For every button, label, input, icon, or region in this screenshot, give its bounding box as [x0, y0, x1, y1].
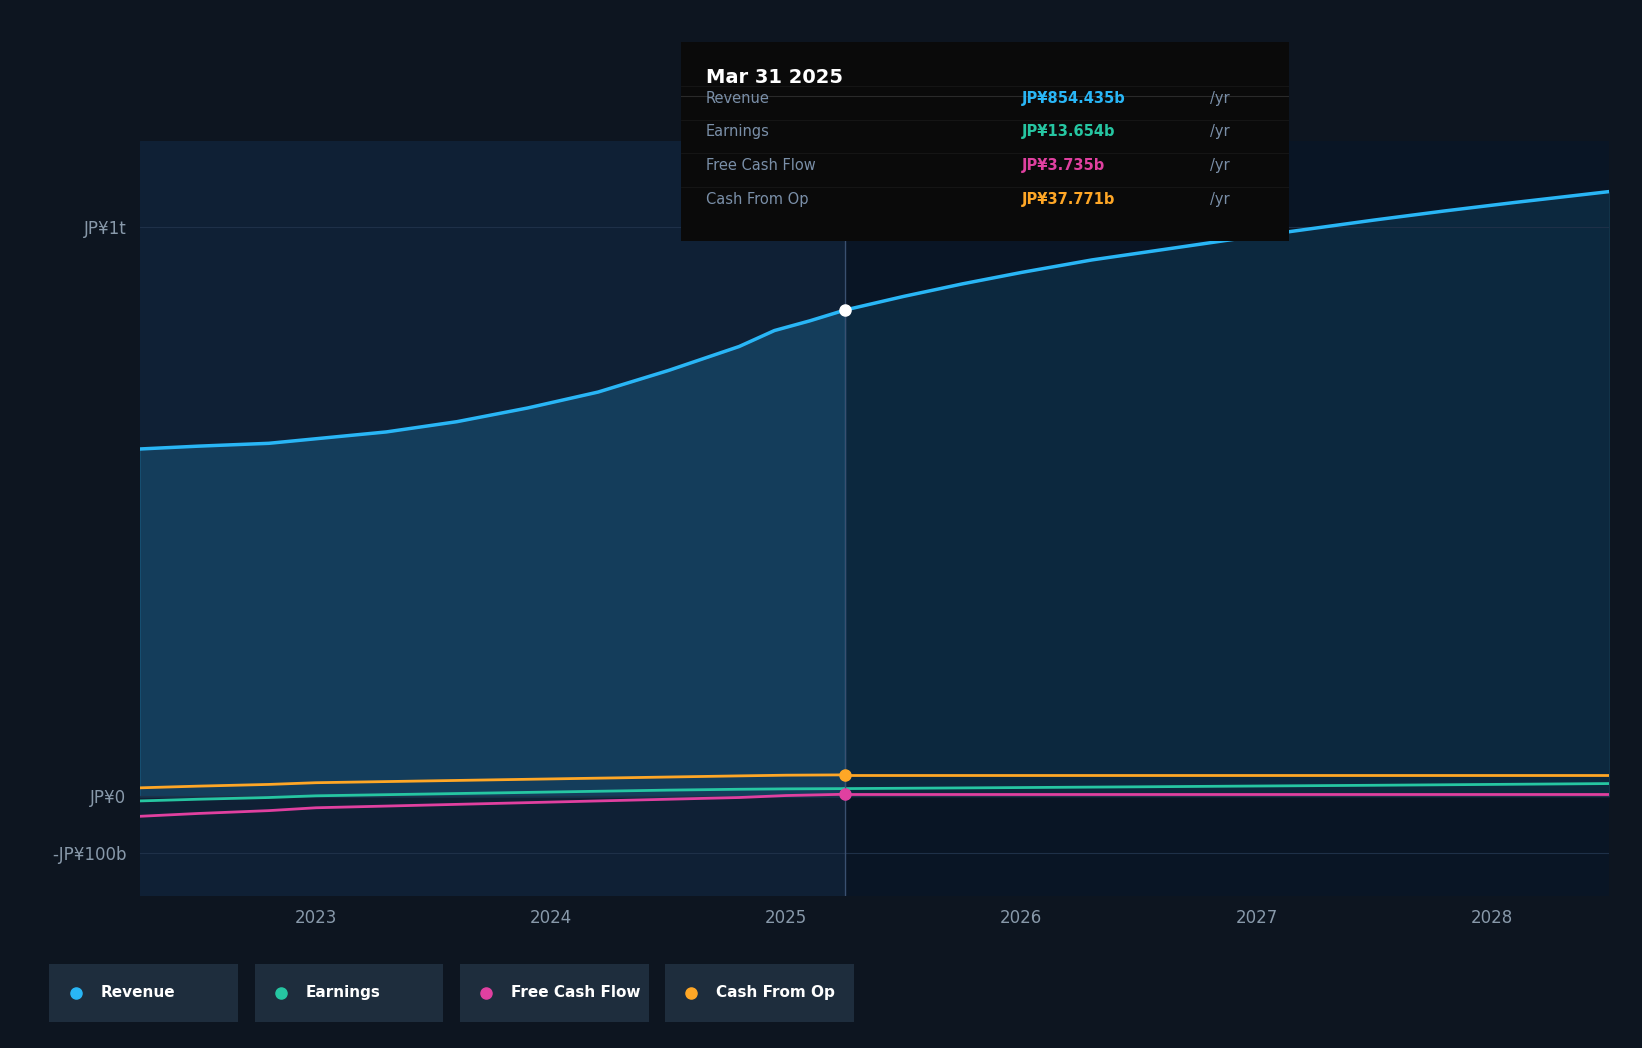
- Text: JP¥854.435b: JP¥854.435b: [1021, 90, 1125, 106]
- Text: Cash From Op: Cash From Op: [716, 985, 834, 1001]
- Bar: [140, 141, 846, 896]
- Text: Revenue: Revenue: [100, 985, 174, 1001]
- Text: Earnings: Earnings: [706, 125, 770, 139]
- Text: Past: Past: [801, 200, 832, 216]
- Text: Free Cash Flow: Free Cash Flow: [706, 158, 816, 173]
- Text: /yr: /yr: [1210, 125, 1230, 139]
- Text: /yr: /yr: [1210, 158, 1230, 173]
- Text: Free Cash Flow: Free Cash Flow: [511, 985, 640, 1001]
- Text: Mar 31 2025: Mar 31 2025: [706, 68, 842, 87]
- Text: Earnings: Earnings: [305, 985, 381, 1001]
- Text: /yr: /yr: [1210, 192, 1230, 208]
- Text: JP¥37.771b: JP¥37.771b: [1021, 192, 1115, 208]
- Text: Cash From Op: Cash From Op: [706, 192, 808, 208]
- Text: Revenue: Revenue: [706, 90, 770, 106]
- Text: JP¥13.654b: JP¥13.654b: [1021, 125, 1115, 139]
- Text: JP¥3.735b: JP¥3.735b: [1021, 158, 1105, 173]
- Bar: [846, 141, 1609, 896]
- Text: Analysts Forecasts: Analysts Forecasts: [857, 200, 1000, 216]
- Text: /yr: /yr: [1210, 90, 1230, 106]
